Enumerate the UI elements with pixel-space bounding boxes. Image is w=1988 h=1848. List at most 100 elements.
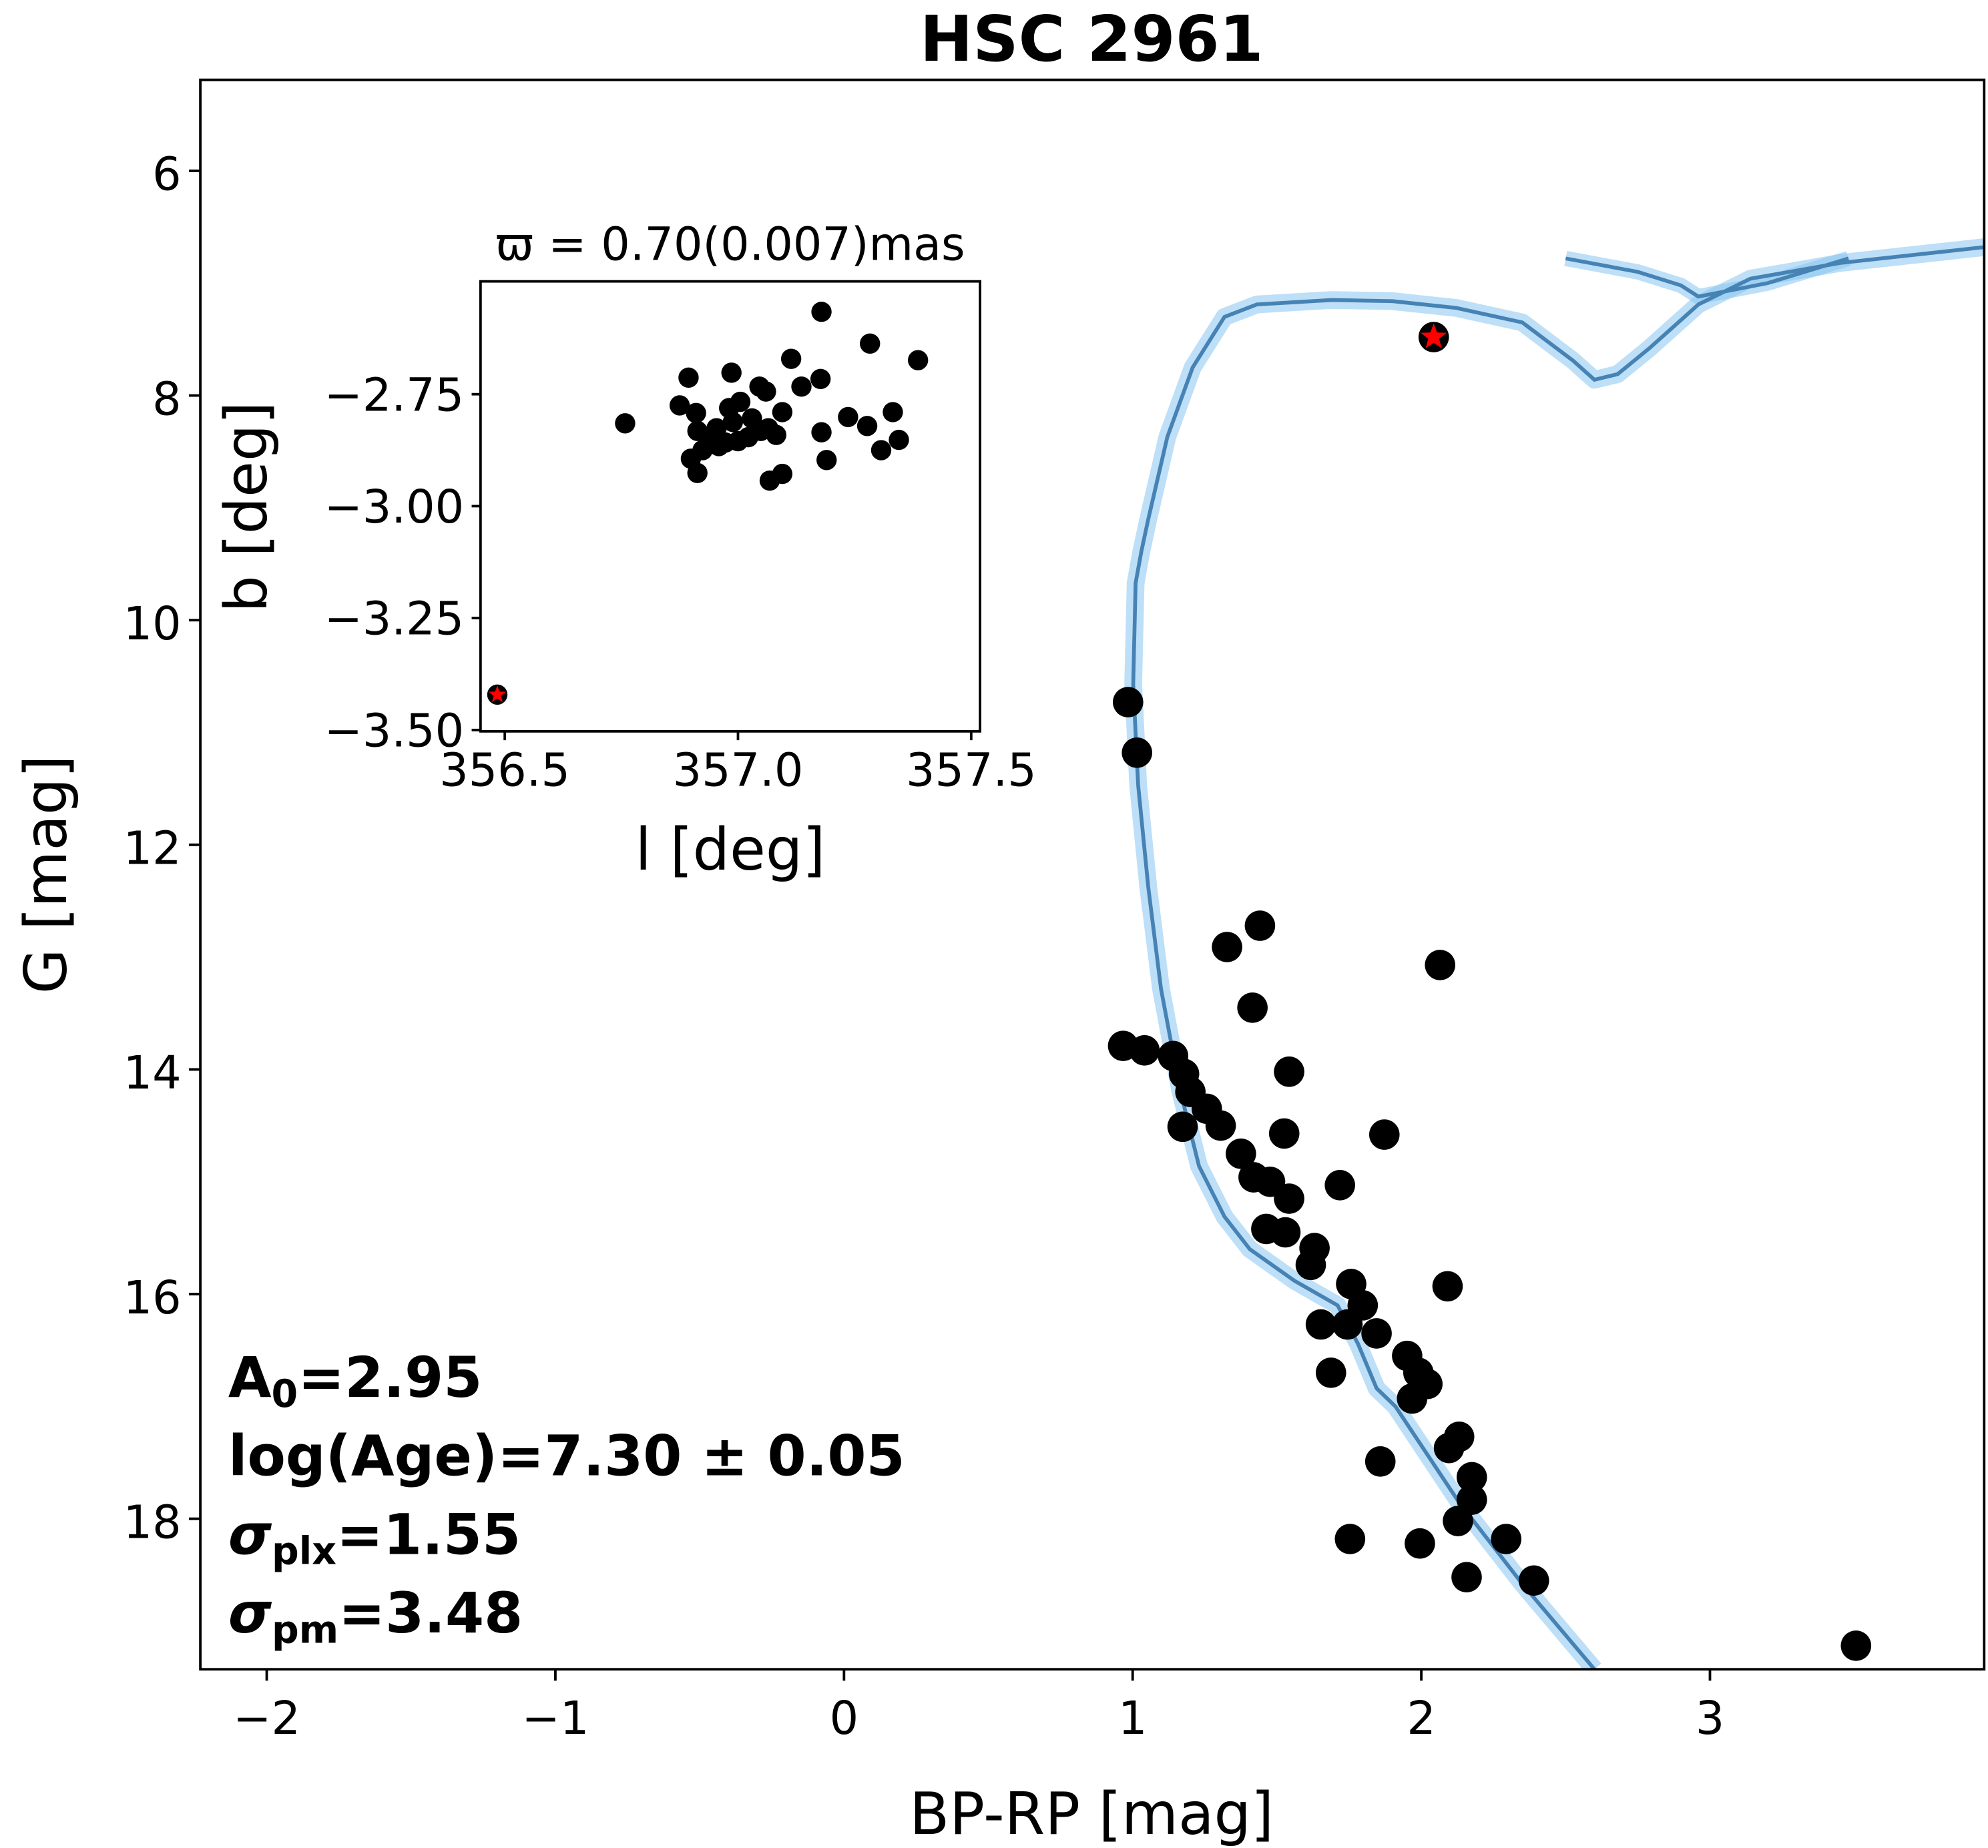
member-star-point [678,367,699,388]
member-star-point [856,416,878,436]
member-star-point [889,429,909,450]
x-tick-label: −1 [522,1692,589,1745]
inset-y-axis-label: b [deg] [212,402,280,613]
x-tick-label: −2 [233,1692,300,1745]
member-star-point [1274,1183,1304,1214]
member-star-point [1237,992,1268,1023]
member-star-point [1212,932,1242,962]
member-star-point [811,302,832,322]
member-star-point [1268,1118,1300,1149]
x-tick-label: 3 [1696,1692,1725,1745]
member-star-point [860,333,881,354]
y-tick-label: 10 [123,598,182,651]
member-star-point [1113,687,1144,717]
y-tick-label: 6 [152,149,182,202]
member-star-point [1369,1119,1400,1150]
x-tick-label: 357.5 [906,744,1037,797]
member-star-point [1456,1462,1487,1493]
y-axis-label: G [mag] [12,755,80,994]
plx-annotation: σplx=1.55 [228,1502,521,1573]
member-star-point [1332,1309,1363,1340]
y-tick-label: 14 [123,1047,182,1100]
member-star-point [1244,910,1276,941]
member-star-point [1270,1217,1301,1248]
main-axes-frame [199,78,1986,1671]
highlight-star-icon [1421,323,1447,348]
isochrone-line [1131,245,1985,1670]
member-star-point [1295,1249,1326,1281]
member-star-point [730,391,751,412]
y-tick-label: 8 [152,373,182,426]
pm-annotation: σpm=3.48 [228,1580,523,1652]
isochrone-branch-line [1565,256,1849,299]
member-star-point [1226,1138,1256,1169]
member-star-point [1433,1432,1465,1464]
member-star-point [750,420,771,441]
fit-annotations: A0=2.95 log(Age)=7.30 ± 0.05 σplx=1.55 σ… [228,1345,905,1652]
member-star-point [721,362,742,383]
member-star-point [1364,1446,1396,1477]
member-star-point [883,402,903,422]
member-star-point [669,395,690,416]
x-tick-label: 1 [1118,1692,1148,1745]
x-tick-label: 0 [830,1692,859,1745]
y-tick-label: 12 [123,823,182,876]
member-star-point [1305,1309,1336,1340]
member-star-point [686,402,706,424]
x-tick-label: 356.5 [439,744,570,797]
member-star-point [1443,1506,1473,1536]
member-star-point [1334,1524,1366,1554]
chart-title: HSC 2961 [920,3,1264,76]
inset-ticks: 356.5 357.0 357.5 −2.75 −3.00 −3.25 −3.50 [324,369,1037,797]
inset-plot [487,302,929,705]
x-tick-label: 2 [1407,1692,1436,1745]
member-star-point [1167,1111,1198,1143]
age-annotation: log(Age)=7.30 ± 0.05 [228,1424,905,1489]
member-star-point [1451,1562,1482,1592]
x-tick-label: 357.0 [673,744,804,797]
member-star-point [708,436,730,456]
y-tick-label: −3.00 [324,481,464,534]
member-star-point [1274,1056,1304,1087]
member-star-point [1518,1565,1549,1596]
member-star-point [1432,1271,1463,1302]
member-star-point [756,381,776,402]
member-star-point [1397,1383,1428,1414]
member-star-point [1425,950,1456,980]
member-star-point [1129,1035,1160,1066]
member-star-point [759,470,780,491]
x-axis-label: BP-RP [mag] [909,1780,1274,1848]
main-plot [1107,238,1985,1670]
member-star-point [1324,1170,1355,1201]
inset-title: ϖ = 0.70(0.007)mas [495,218,965,271]
member-star-point [772,402,793,422]
inset-background [480,281,981,731]
member-star-point [838,406,858,428]
member-star-point [810,368,831,390]
y-tick-label: −3.50 [324,705,464,757]
member-star-point [766,424,786,445]
member-star-point [722,412,744,432]
y-tick-label: −3.25 [324,593,464,646]
member-star-point [791,376,812,397]
y-tick-label: 18 [123,1496,182,1549]
member-star-point [1361,1318,1392,1349]
member-star-point [871,440,892,460]
member-star-point [1205,1110,1236,1141]
y-tick-label: 16 [123,1272,182,1325]
member-star-point [780,348,802,369]
member-star-point [907,350,929,370]
member-star-point [687,463,708,483]
member-star-point [615,413,636,434]
y-tick-label: −2.75 [324,369,464,422]
inset-x-axis-label: l [deg] [636,816,826,884]
isochrone-uncertainty-band [1124,238,1985,1670]
member-star-point [1840,1630,1872,1661]
member-star-point [811,422,832,442]
member-star-point [1491,1524,1522,1554]
isochrone-branch-band [1564,251,1851,305]
extinction-annotation: A0=2.95 [228,1345,482,1416]
member-star-point [816,450,837,471]
